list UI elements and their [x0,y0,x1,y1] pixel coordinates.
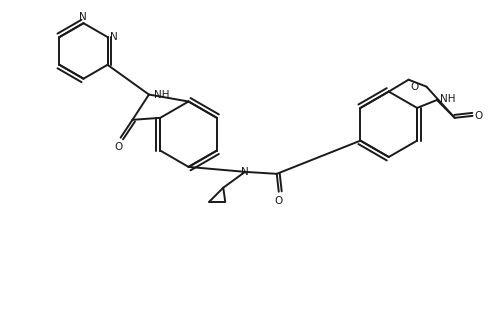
Text: NH: NH [440,94,455,104]
Text: NH: NH [154,90,169,100]
Text: O: O [410,82,419,92]
Text: N: N [79,12,86,22]
Text: N: N [110,32,117,42]
Text: N: N [241,167,249,177]
Text: O: O [275,196,283,206]
Text: O: O [115,142,123,152]
Text: O: O [474,111,483,121]
